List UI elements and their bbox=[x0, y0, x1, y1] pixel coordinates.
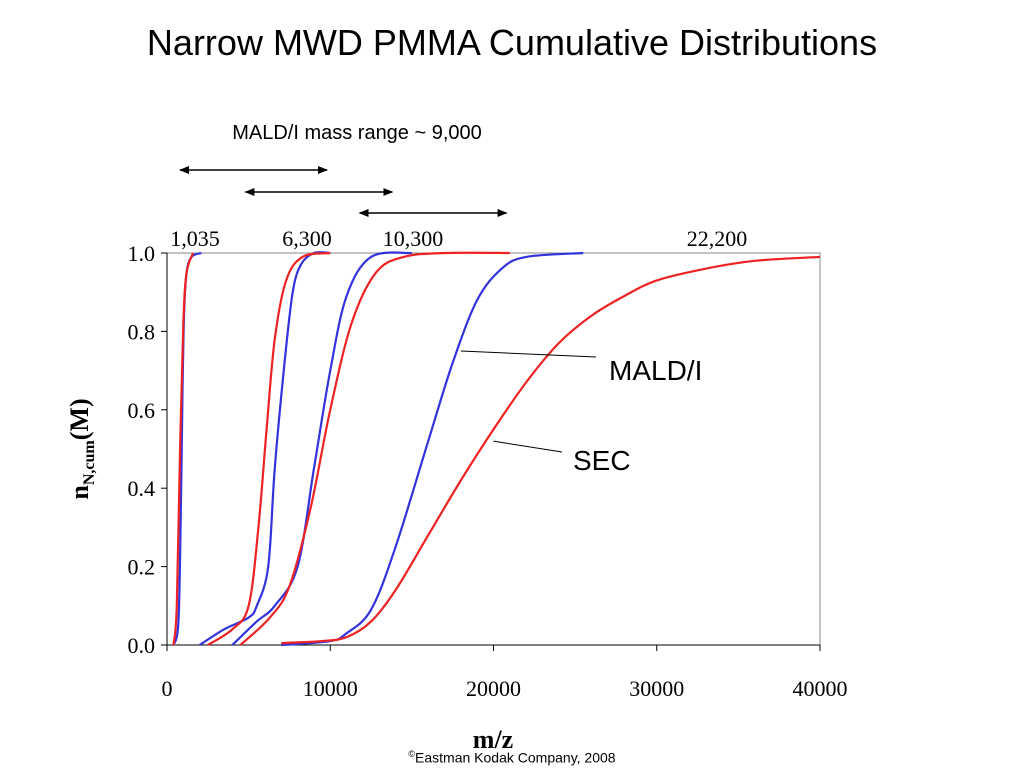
maldi-annotation: MALD/I bbox=[609, 355, 702, 386]
series-lines bbox=[172, 251, 821, 647]
annotation-leader bbox=[460, 350, 597, 358]
x-tick-label: 10000 bbox=[303, 676, 358, 701]
y-tick-label: 0.8 bbox=[128, 319, 156, 344]
sec-annotation: SEC bbox=[573, 445, 631, 476]
x-tick-label: 30000 bbox=[629, 676, 684, 701]
x-tick-label: 40000 bbox=[793, 676, 848, 701]
y-tick-label: 1.0 bbox=[128, 241, 156, 266]
y-tick-label: 0.6 bbox=[128, 398, 156, 423]
y-tick-label: 0.2 bbox=[128, 555, 156, 580]
chart-title: Narrow MWD PMMA Cumulative Distributions bbox=[146, 22, 878, 63]
x-axis-title: m/z bbox=[473, 725, 513, 754]
x-tick-label: 0 bbox=[162, 676, 173, 701]
sec-line-22200 bbox=[281, 255, 821, 645]
mass-range-label: MALD/I mass range ~ 9,000 bbox=[232, 122, 482, 144]
sec-line-1035 bbox=[172, 252, 195, 646]
peak-label: 1,035 bbox=[170, 226, 220, 251]
axes: 0.0 0.2 0.4 0.6 0.8 1.0 0 10000 20000 30000 40000 bbox=[128, 241, 848, 701]
x-tick-label: 20000 bbox=[466, 676, 521, 701]
y-tick-label: 0.0 bbox=[128, 633, 156, 658]
sec-line-6300 bbox=[207, 251, 331, 646]
y-axis-title: nN,cum(M) bbox=[65, 398, 98, 499]
maldi-line-10300 bbox=[231, 251, 412, 646]
copyright-footer: ©Eastman Kodak Company, 2008 bbox=[408, 749, 616, 766]
y-tick-label: 0.4 bbox=[128, 476, 156, 501]
chart-labels: 1,035 6,300 10,300 22,200 MALD/I SEC bbox=[170, 166, 748, 476]
maldi-line-22200 bbox=[281, 251, 584, 647]
peak-label: 6,300 bbox=[282, 226, 332, 251]
sec-line-10300 bbox=[239, 251, 510, 646]
peak-label: 10,300 bbox=[383, 226, 444, 251]
maldi-line-6300 bbox=[199, 251, 331, 646]
peak-label: 22,200 bbox=[687, 226, 748, 251]
annotation-leader bbox=[493, 440, 563, 453]
